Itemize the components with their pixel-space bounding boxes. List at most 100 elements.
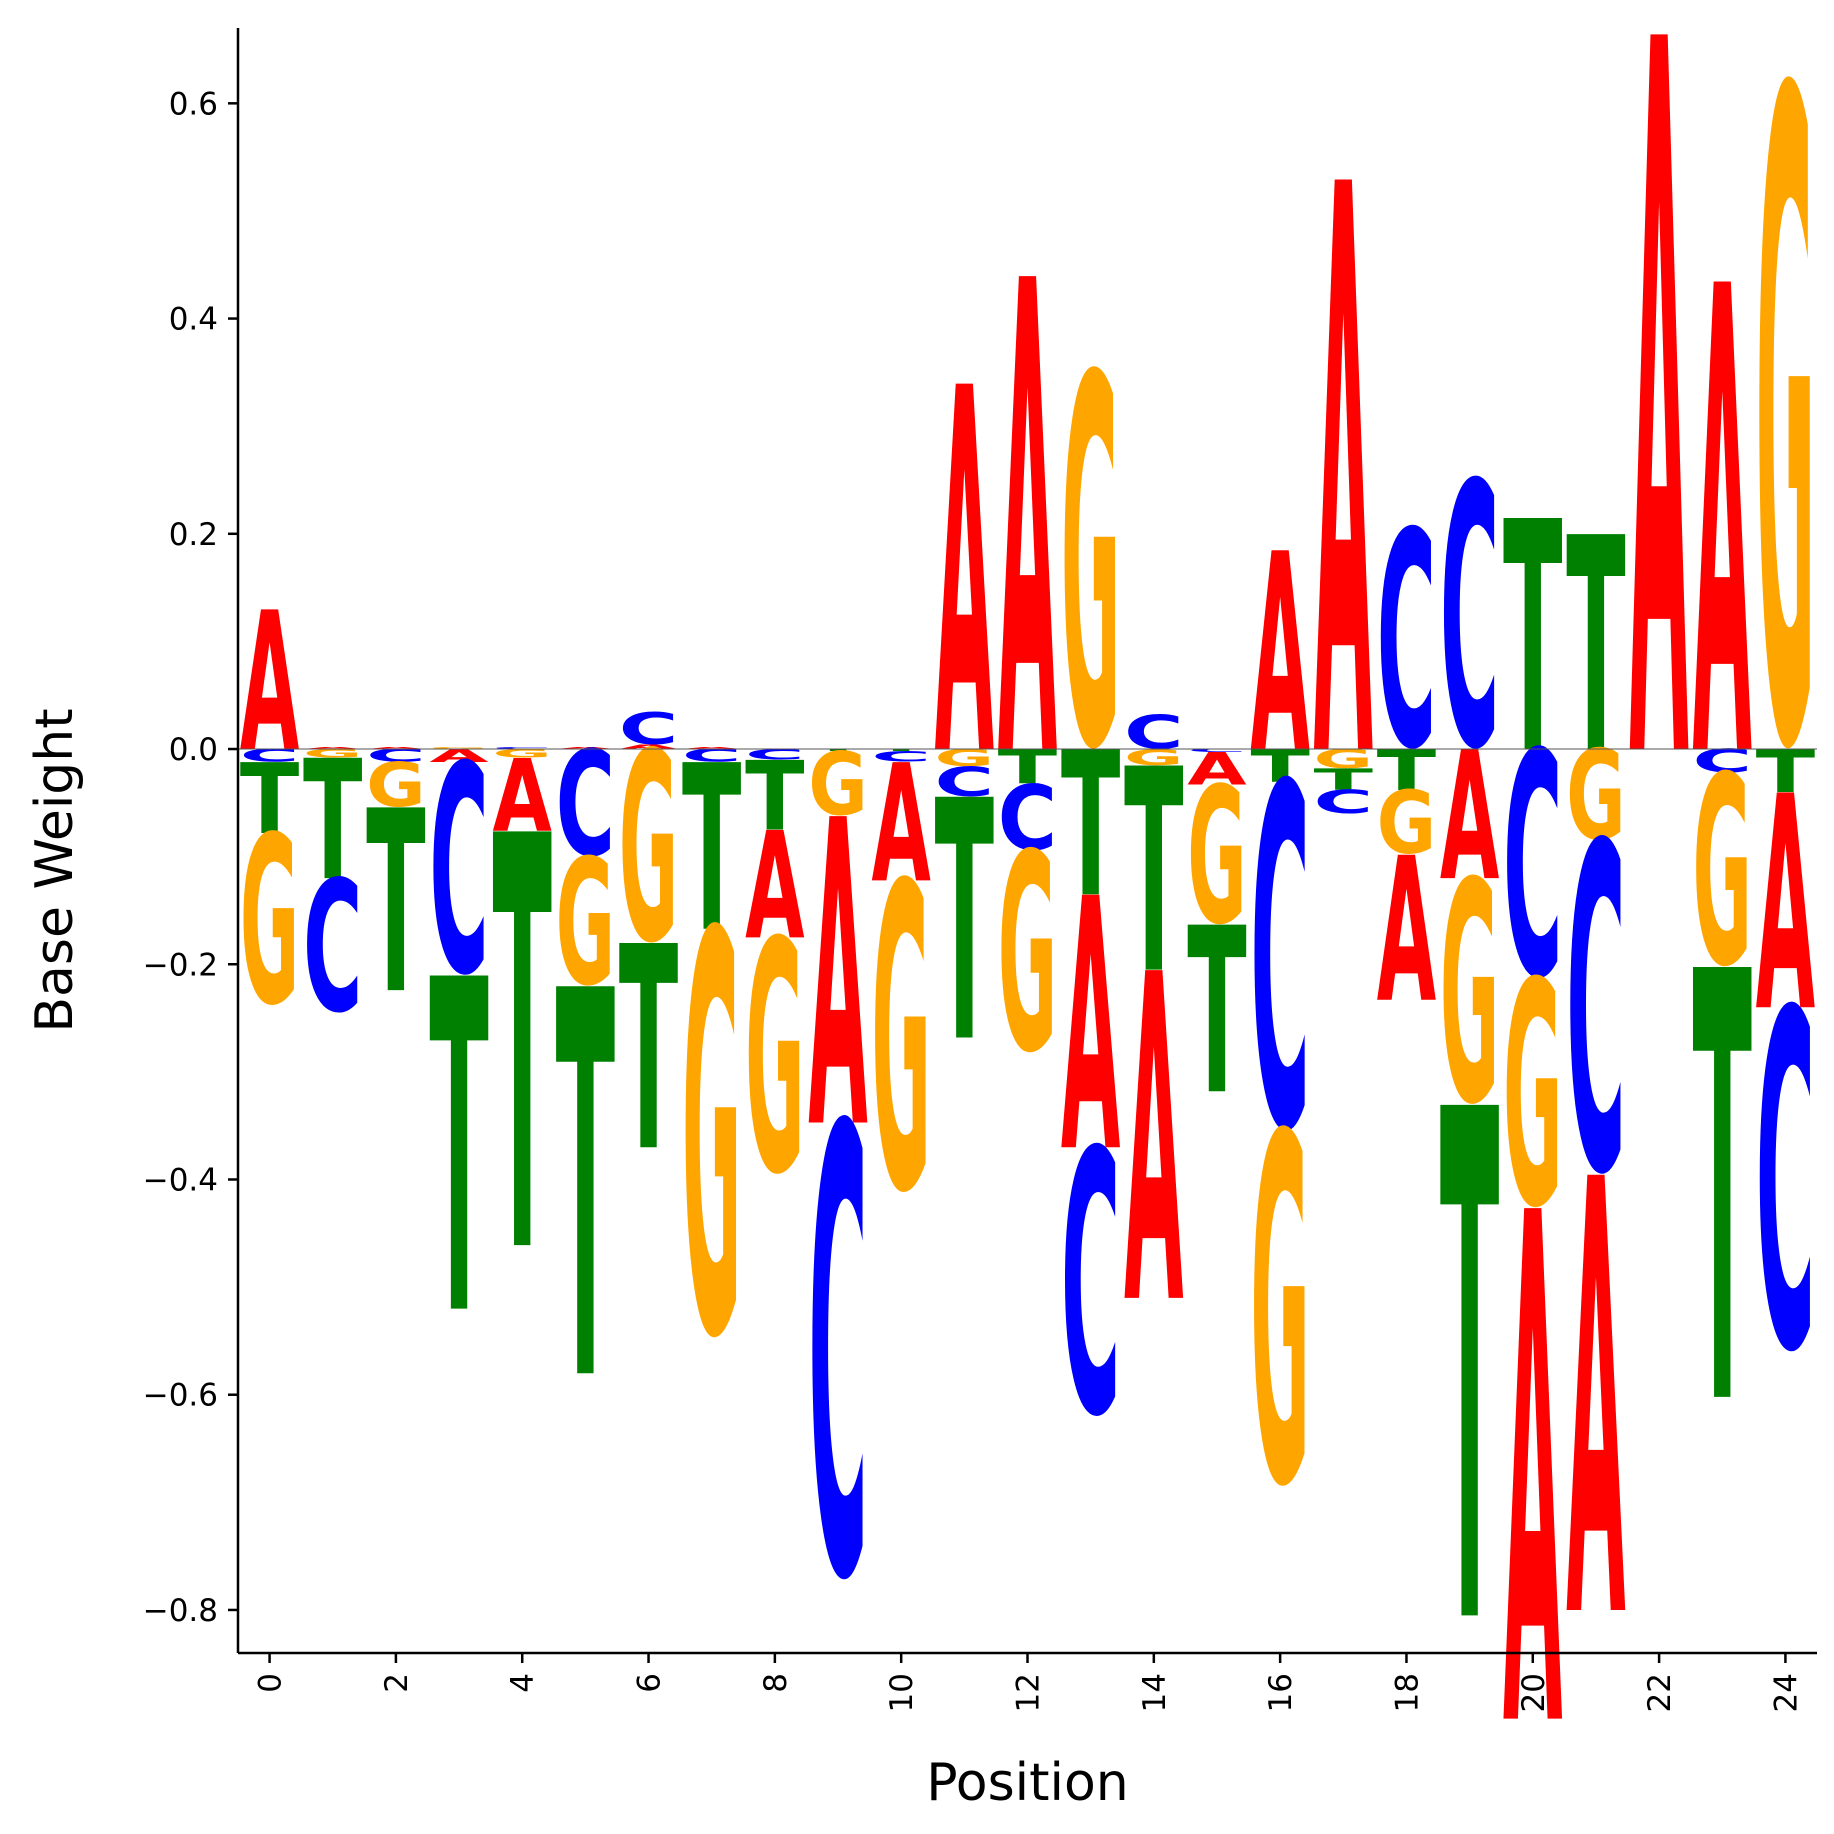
- logo-letter-T-pos-5: T: [556, 881, 616, 1499]
- logo-letter-A-pos-18: A: [1377, 815, 1436, 1047]
- logo-letter-C-pos-11: C: [935, 759, 994, 806]
- logo-letter-G-pos-15: G: [1187, 747, 1246, 966]
- logo-letter-T-pos-19: T: [1440, 966, 1500, 1781]
- y-axis-title: Base Weight: [25, 708, 85, 1032]
- axes: −0.8−0.6−0.4−0.20.00.20.40.6 0 2 4 6 8 10 12 14…: [143, 28, 1817, 1712]
- y-tick-label: −0.8: [143, 1593, 218, 1629]
- logo-letter-A-pos-5: A: [556, 746, 615, 749]
- logo-letter-A-pos-0: A: [240, 573, 299, 795]
- logo-letter-G-pos-12: G: [998, 797, 1057, 1113]
- logo-letter-T-pos-6: T: [619, 887, 678, 1214]
- y-tick-label: 0.6: [169, 86, 218, 122]
- logo-letter-G-pos-8: G: [745, 876, 804, 1246]
- logo-letter-A-pos-17: A: [1314, 24, 1374, 933]
- logo-letter-G-pos-5: G: [556, 824, 615, 1025]
- logo-letter-T-pos-23: T: [1693, 851, 1753, 1537]
- x-tick-label: 20: [1516, 1673, 1552, 1712]
- x-tick-label: 22: [1642, 1673, 1678, 1712]
- logo-letter-C-pos-3: C: [429, 705, 488, 1038]
- logo-letter-G-pos-9: G: [808, 734, 867, 835]
- x-tick-label: 24: [1768, 1673, 1804, 1712]
- logo-letter-C-pos-21: C: [1566, 751, 1625, 1273]
- y-tick-label: 0.4: [169, 302, 218, 338]
- logo-letter-T-pos-17: T: [1314, 763, 1373, 797]
- logo-letter-C-pos-15: C: [1187, 748, 1246, 753]
- logo-letter-T-pos-8: T: [745, 741, 804, 853]
- logo-letter-A-pos-23: A: [1693, 154, 1753, 901]
- logo-letter-C-pos-19: C: [1440, 408, 1499, 829]
- logo-letter-G-pos-4: G: [493, 747, 552, 760]
- logo-letter-C-pos-12: C: [998, 767, 1057, 871]
- logo-letter-T-pos-9: T: [808, 748, 867, 751]
- logo-letter-T-pos-15: T: [1187, 880, 1246, 1146]
- logo-letter-A-pos-3: A: [429, 746, 488, 767]
- logo-letter-T-pos-4: T: [493, 718, 553, 1379]
- logo-letter-C-pos-6: C: [619, 705, 678, 755]
- logo-letter-A-pos-9: A: [808, 734, 868, 1222]
- logo-letter-T-pos-21: T: [1566, 476, 1625, 819]
- logo-letter-A-pos-24: A: [1756, 734, 1815, 1078]
- logo-letter-C-pos-0: C: [240, 746, 299, 766]
- y-tick-label: 0.0: [169, 732, 218, 768]
- logo-letter-C-pos-7: C: [682, 746, 741, 766]
- logo-letter-G-pos-7: G: [682, 822, 741, 1460]
- logo-letter-T-pos-2: T: [366, 759, 425, 1050]
- logo-letter-C-pos-13: C: [1061, 1075, 1120, 1496]
- logo-letter-A-pos-22: A: [1629, 0, 1689, 980]
- x-tick-label: 4: [505, 1673, 541, 1693]
- logo-letter-C-pos-14: C: [1124, 706, 1183, 760]
- x-tick-label: 6: [632, 1673, 668, 1693]
- logo-letter-A-pos-20: A: [1503, 1071, 1563, 1834]
- logo-letter-A-pos-16: A: [1250, 497, 1309, 814]
- logo-letter-C-pos-16: C: [1250, 689, 1309, 1235]
- logo-letter-C-pos-5: C: [556, 720, 615, 889]
- logo-letter-G-pos-24: G: [1756, 0, 1815, 946]
- logo-letter-A-pos-10: A: [871, 729, 930, 918]
- logo-letter-T-pos-7: T: [682, 717, 741, 983]
- x-tick-label: 2: [379, 1673, 415, 1693]
- logo-letter-A-pos-14: A: [1124, 882, 1184, 1405]
- logo-letter-T-pos-3: T: [429, 885, 489, 1417]
- logo-letter-A-pos-15: A: [1187, 744, 1247, 796]
- logo-letter-C-pos-24: C: [1756, 917, 1815, 1455]
- logo-letter-C-pos-17: C: [1314, 784, 1373, 821]
- logo-letter-A-pos-1: A: [303, 746, 362, 749]
- logo-letter-A-pos-7: A: [682, 746, 741, 749]
- x-tick-label: 14: [1137, 1673, 1173, 1712]
- logo-letter-A-pos-13: A: [1061, 827, 1120, 1230]
- logo-letter-G-pos-13: G: [1061, 274, 1120, 862]
- logo-letter-A-pos-4: A: [493, 739, 552, 856]
- logo-letter-C-pos-2: C: [366, 746, 425, 766]
- logo-letter-G-pos-23: G: [1693, 723, 1752, 1025]
- logo-letter-G-pos-18: G: [1377, 773, 1436, 874]
- y-axis-ticks: −0.8 −0.6 −0.4 −0.2 0.0 0.2 0.4 0.6: [143, 86, 238, 1629]
- logo-letter-T-pos-1: T: [303, 727, 362, 918]
- x-tick-label: 0: [253, 1673, 289, 1693]
- logo-letter-C-pos-10: C: [871, 748, 930, 765]
- y-tick-label: −0.2: [143, 947, 218, 983]
- x-axis-ticks: 0 2 4 6 8 10 12 14 16 18 20 22 24: [253, 1653, 1804, 1712]
- logo-letter-C-pos-1: C: [303, 842, 362, 1052]
- logo-letter-T-pos-20: T: [1503, 454, 1562, 824]
- y-tick-label: −0.6: [143, 1378, 218, 1414]
- logo-letter-C-pos-9: C: [808, 1003, 867, 1717]
- y-tick-label: −0.4: [143, 1162, 218, 1198]
- x-tick-label: 16: [1263, 1673, 1299, 1712]
- logo-letter-A-pos-11: A: [935, 284, 995, 868]
- logo-letter-A-pos-8: A: [745, 801, 804, 973]
- logo-letter-A-pos-21: A: [1566, 1057, 1626, 1751]
- x-tick-label: 10: [884, 1673, 920, 1712]
- logo-letter-A-pos-12: A: [998, 147, 1058, 903]
- logo-letter-C-pos-8: C: [745, 746, 804, 763]
- y-tick-label: 0.2: [169, 517, 218, 553]
- logo-letter-T-pos-14: T: [1124, 709, 1183, 1036]
- logo-letter-A-pos-2: A: [366, 746, 425, 749]
- logo-letter-T-pos-0: T: [240, 742, 299, 856]
- logo-letter-T-pos-11: T: [935, 731, 994, 1115]
- logo-letter-G-pos-21: G: [1566, 724, 1625, 868]
- logo-letter-T-pos-10: T: [871, 748, 930, 751]
- logo-letter-G-pos-19: G: [1440, 819, 1499, 1173]
- x-tick-label: 12: [1011, 1673, 1047, 1712]
